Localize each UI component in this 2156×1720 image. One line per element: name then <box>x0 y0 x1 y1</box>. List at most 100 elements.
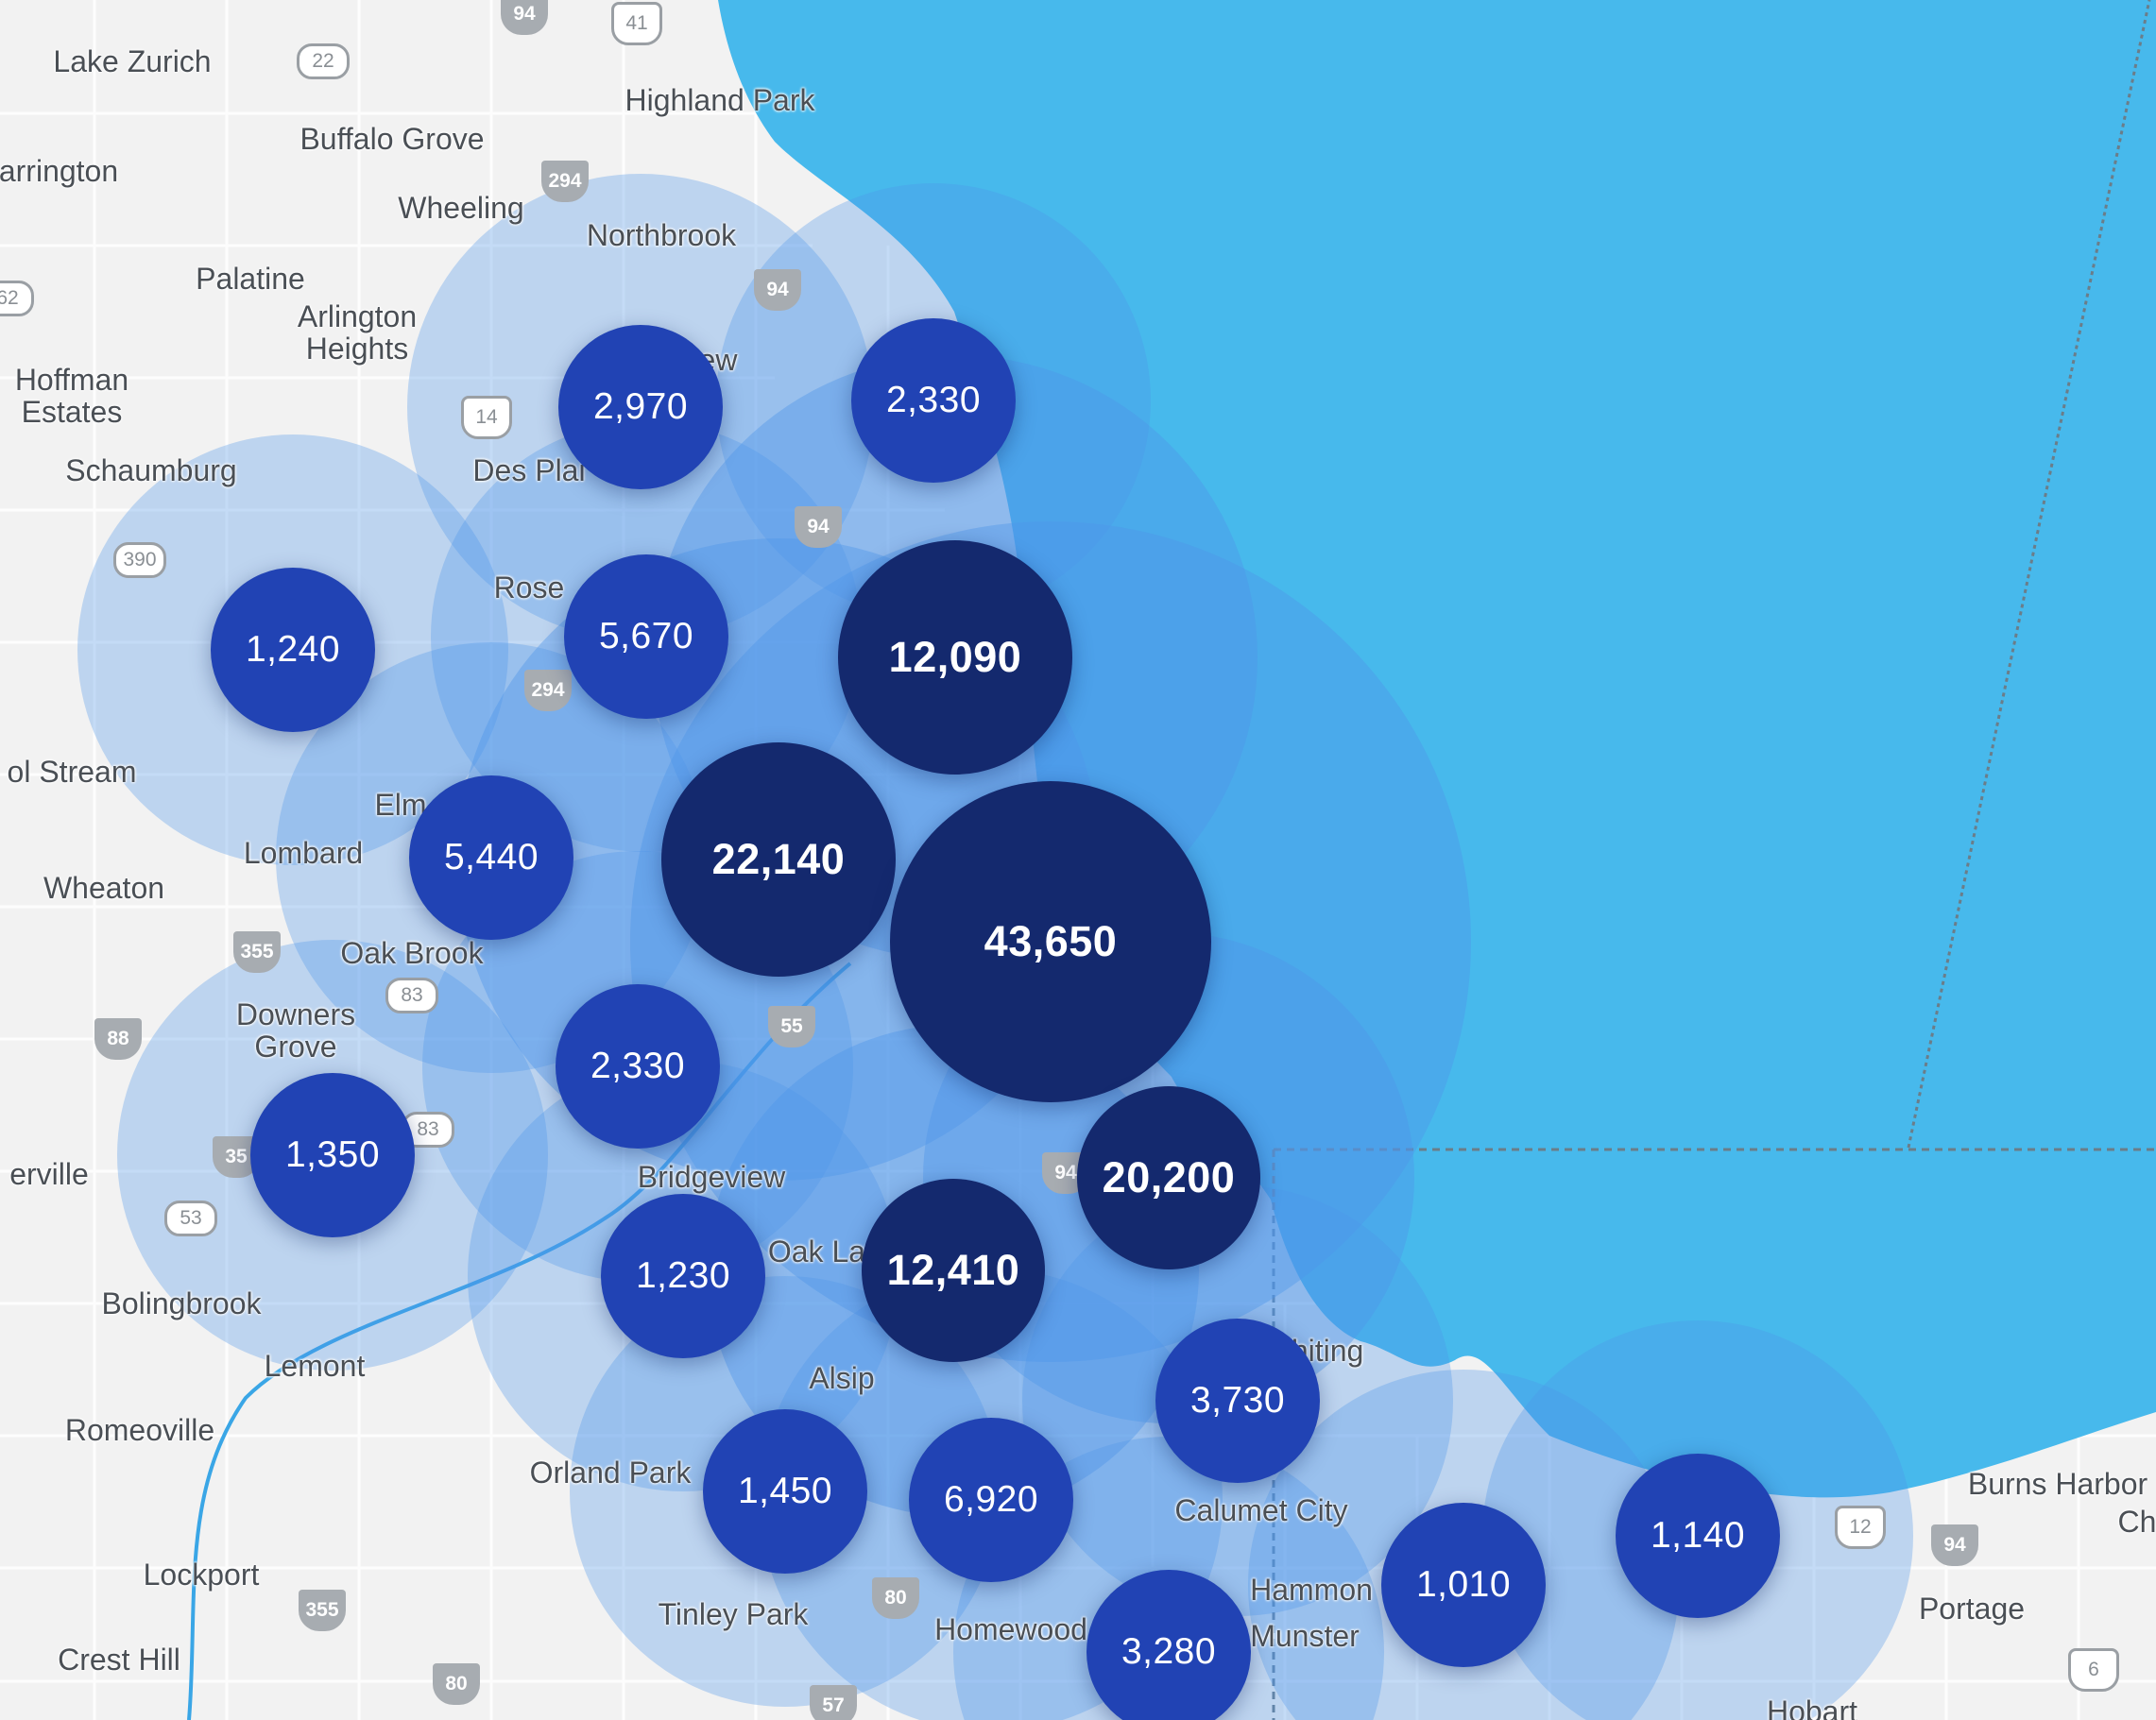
state-shield-icon: 83 <box>385 978 438 1013</box>
place-label: Elm <box>374 788 427 822</box>
cluster-count: 12,090 <box>888 633 1022 681</box>
cluster-count: 6,920 <box>943 1479 1039 1520</box>
interstate-shield-icon: 355 <box>233 931 281 973</box>
place-label: Wheeling <box>398 191 524 225</box>
cluster-count: 2,330 <box>590 1046 686 1086</box>
cluster-marker[interactable]: 1,230 <box>601 1194 765 1358</box>
place-label: Homewood <box>934 1612 1087 1646</box>
cluster-marker[interactable]: 2,330 <box>556 984 720 1149</box>
cluster-marker[interactable]: 6,920 <box>909 1418 1073 1582</box>
river-canal <box>187 962 852 1720</box>
place-label: Schaumburg <box>65 453 237 487</box>
interstate-shield-icon: 294 <box>524 670 572 711</box>
us-shield-icon: 41 <box>611 2 662 45</box>
place-label: Romeoville <box>64 1413 215 1447</box>
place-label: Lockport <box>143 1558 260 1592</box>
cluster-marker[interactable]: 12,090 <box>838 540 1072 775</box>
cluster-marker[interactable]: 5,670 <box>564 554 728 719</box>
cluster-marker[interactable]: 5,440 <box>409 775 573 940</box>
cluster-count: 2,330 <box>885 380 982 420</box>
state-border <box>1907 0 2151 1149</box>
cluster-count: 1,230 <box>635 1255 731 1296</box>
place-label: Lombard <box>243 836 364 870</box>
cluster-count: 3,280 <box>1121 1631 1217 1672</box>
cluster-count: 1,010 <box>1415 1564 1512 1605</box>
interstate-shield-icon: 94 <box>795 506 842 548</box>
cluster-count: 1,140 <box>1650 1515 1746 1556</box>
cluster-count: 2,970 <box>592 386 689 427</box>
place-label: Highland Park <box>625 83 815 117</box>
cluster-marker[interactable]: 2,970 <box>558 325 723 489</box>
place-label: Crest Hill <box>58 1643 180 1677</box>
place-label: ol Stream <box>7 755 137 789</box>
cluster-count: 20,200 <box>1102 1153 1236 1201</box>
us-shield-icon: 6 <box>2068 1648 2119 1692</box>
place-label: Tinley Park <box>658 1597 809 1631</box>
cluster-count: 1,350 <box>284 1134 381 1175</box>
place-label: Lake Zurich <box>53 44 212 78</box>
cluster-marker[interactable]: 12,410 <box>862 1179 1045 1362</box>
us-shield-icon: 14 <box>461 396 512 439</box>
place-label: Bridgeview <box>637 1160 786 1194</box>
cluster-marker[interactable]: 3,280 <box>1087 1570 1251 1720</box>
place-label: Portage <box>1918 1592 2026 1626</box>
cluster-marker[interactable]: 43,650 <box>890 781 1211 1102</box>
lake-michigan <box>718 0 2156 1498</box>
cluster-count: 22,140 <box>711 835 846 883</box>
cluster-marker[interactable]: 1,140 <box>1616 1454 1780 1618</box>
place-label: Downers Grove <box>235 997 356 1064</box>
place-label: Bolingbrook <box>101 1286 262 1320</box>
cluster-marker[interactable]: 20,200 <box>1077 1086 1260 1269</box>
cluster-count: 5,440 <box>443 837 539 877</box>
place-label: erville <box>9 1157 89 1191</box>
place-label: Orland Park <box>529 1456 692 1490</box>
cluster-marker[interactable]: 1,450 <box>703 1409 867 1574</box>
state-shield-icon: 62 <box>0 281 34 316</box>
place-label: Oak Brook <box>340 936 484 970</box>
place-label: Calumet City <box>1174 1493 1348 1527</box>
cluster-marker[interactable]: 22,140 <box>661 742 896 977</box>
interstate-shield-icon: 88 <box>94 1018 142 1060</box>
us-shield-icon: 12 <box>1835 1506 1886 1549</box>
place-label: arrington <box>0 154 119 188</box>
cluster-marker[interactable]: 1,010 <box>1381 1503 1546 1667</box>
place-label: Arlington Heights <box>297 299 418 366</box>
place-label: Lemont <box>264 1349 366 1383</box>
place-label: Des Plai <box>472 453 586 487</box>
place-label: Hoffman Estates <box>14 363 129 429</box>
interstate-shield-icon: 94 <box>501 0 548 35</box>
state-shield-icon: 22 <box>297 43 350 79</box>
interstate-shield-icon: 94 <box>1931 1524 1978 1566</box>
cluster-count: 1,450 <box>737 1471 833 1511</box>
place-label: Palatine <box>196 262 305 296</box>
place-label: Hobart <box>1766 1694 1858 1720</box>
interstate-shield-icon: 80 <box>433 1663 480 1705</box>
place-label: Burns Harbor <box>1967 1467 2148 1501</box>
interstate-shield-icon: 94 <box>754 269 801 311</box>
place-label: Alsip <box>809 1361 875 1395</box>
interstate-shield-icon: 355 <box>299 1590 346 1631</box>
cluster-count: 3,730 <box>1189 1380 1286 1421</box>
place-label: Munster <box>1250 1619 1360 1653</box>
cluster-count: 12,410 <box>886 1246 1020 1294</box>
interstate-shield-icon: 80 <box>872 1577 919 1619</box>
place-label: Ch <box>2117 1505 2156 1539</box>
place-label: Rose <box>493 570 565 605</box>
interstate-shield-icon: 57 <box>810 1685 857 1720</box>
state-shield-icon: 53 <box>164 1201 217 1236</box>
cluster-marker[interactable]: 2,330 <box>851 318 1016 483</box>
place-label: Hammon <box>1250 1573 1373 1607</box>
place-label: Northbrook <box>586 218 737 252</box>
cluster-count: 1,240 <box>245 629 341 670</box>
cluster-marker[interactable]: 1,350 <box>250 1073 415 1237</box>
cluster-count: 5,670 <box>598 616 694 656</box>
interstate-shield-icon: 294 <box>541 161 589 202</box>
interstate-shield-icon: 55 <box>768 1006 815 1047</box>
state-shield-icon: 390 <box>113 542 166 578</box>
place-label: Buffalo Grove <box>299 122 485 156</box>
cluster-marker[interactable]: 3,730 <box>1155 1319 1320 1483</box>
place-label: Wheaton <box>43 871 165 905</box>
cluster-count: 43,650 <box>984 917 1118 965</box>
cluster-marker[interactable]: 1,240 <box>211 568 375 732</box>
